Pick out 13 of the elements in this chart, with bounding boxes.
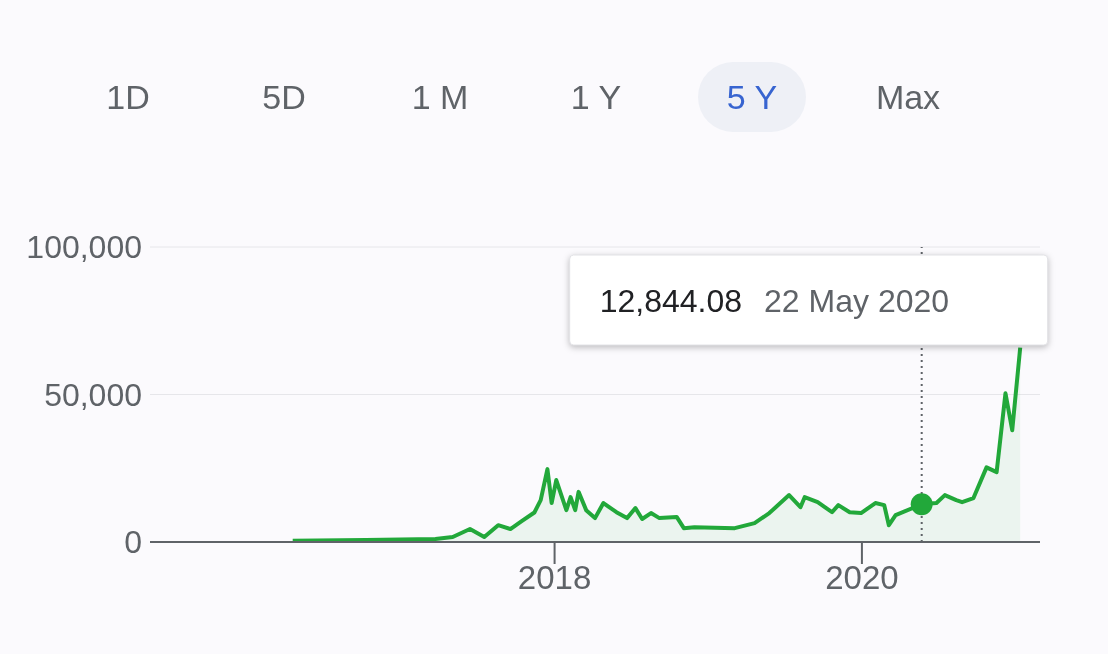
y-tick-label: 100,000 xyxy=(26,229,142,266)
text: 1 M xyxy=(410,77,470,118)
annotation: 12,844.08 xyxy=(599,283,743,319)
x-tick-label: 2020 xyxy=(825,559,899,597)
text: 1D xyxy=(105,77,151,118)
annotation: 22 May 2020 xyxy=(764,283,950,319)
text: Max xyxy=(874,77,942,118)
y-tick-label: 50,000 xyxy=(44,376,142,413)
x-tick-label: 2018 xyxy=(517,559,592,597)
y-tick-label: 0 xyxy=(124,524,142,561)
text: 1 Y xyxy=(569,77,623,118)
text: 5D xyxy=(261,77,307,118)
selected-range-button: 5 Y xyxy=(698,62,806,132)
